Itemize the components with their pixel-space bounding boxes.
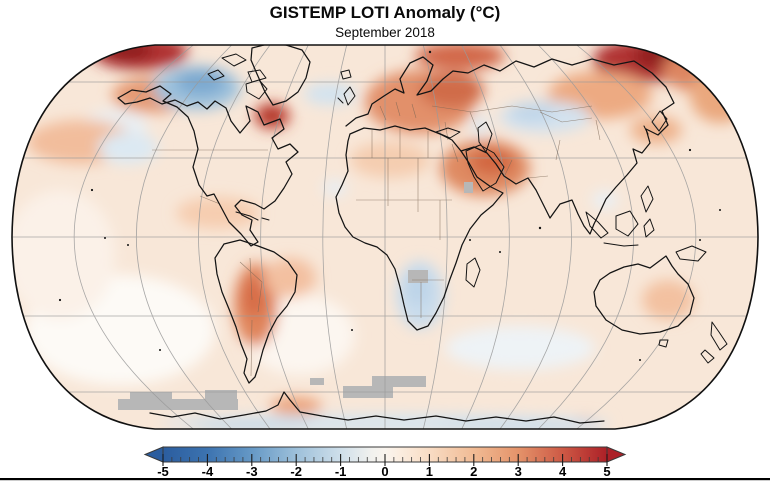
coast-japan — [643, 110, 668, 135]
coastlines — [58, 45, 728, 424]
coast-black-sea — [435, 127, 461, 139]
coast-australia — [593, 255, 695, 335]
colorbar-labels: -5 -4 -3 -2 -1 0 1 2 3 4 5 — [157, 464, 610, 479]
colorbar-tick-label: 1 — [426, 464, 433, 479]
no-data-patches — [118, 182, 473, 410]
chart-subtitle: September 2018 — [335, 25, 435, 40]
coast-caspian-sea — [477, 121, 493, 153]
coast-caribbean — [235, 211, 270, 221]
colorbar-left-arrow — [143, 446, 164, 463]
coast-madagascar — [465, 257, 481, 288]
colorbar: -5 -4 -3 -2 -1 0 1 2 3 4 5 — [143, 446, 627, 479]
coast-greenland — [250, 45, 311, 106]
country-borders — [152, 101, 601, 377]
coast-iceland — [340, 69, 352, 80]
colorbar-tick-label: 5 — [603, 464, 610, 479]
world-map — [11, 44, 759, 430]
colorbar-tick-label: -4 — [202, 464, 214, 479]
colorbar-tick-label: -3 — [246, 464, 258, 479]
chart-title: GISTEMP LOTI Anomaly (°C) — [270, 3, 501, 22]
colorbar-tick-label: 2 — [470, 464, 477, 479]
coast-africa — [335, 125, 504, 331]
colorbar-tick-label: -1 — [335, 464, 347, 479]
coast-arctic-islands — [207, 53, 268, 100]
coast-antarctica — [149, 391, 605, 424]
coast-north-america — [117, 85, 299, 247]
colorbar-right-arrow — [606, 446, 627, 463]
coast-tasmania — [658, 339, 669, 348]
bottom-border — [0, 478, 770, 481]
coast-southeast-asia-islands — [585, 185, 707, 262]
coast-eurasia — [345, 56, 675, 235]
colorbar-tick-label: 3 — [515, 464, 522, 479]
coast-british-isles — [337, 86, 356, 106]
coast-south-america — [214, 239, 298, 384]
colorbar-tick-label: 0 — [381, 464, 388, 479]
colorbar-ticks — [162, 454, 608, 466]
coast-new-zealand — [700, 321, 728, 364]
small-islands — [58, 50, 721, 361]
colorbar-tick-label: -5 — [157, 464, 169, 479]
colorbar-tick-label: 4 — [559, 464, 567, 479]
map-border — [11, 44, 759, 430]
coast-arabia — [465, 144, 505, 192]
colorbar-tick-label: -2 — [290, 464, 302, 479]
